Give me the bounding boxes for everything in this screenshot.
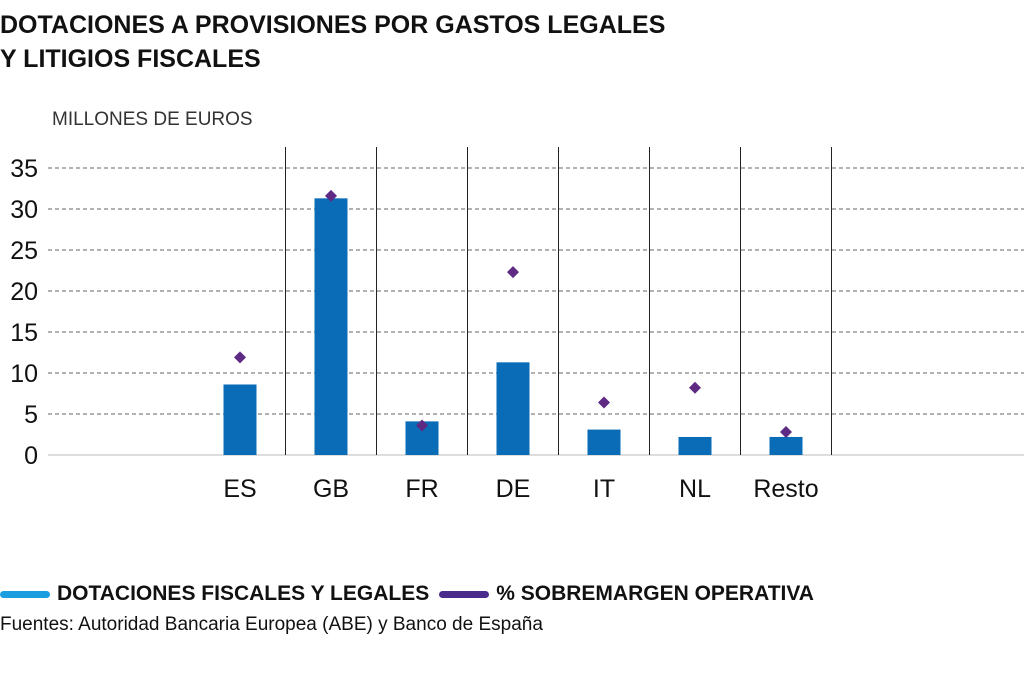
y-tick-label-20: 20: [10, 278, 38, 306]
bar-IT: [587, 429, 621, 455]
bar-GB: [314, 198, 348, 455]
x-tick-label-Resto: Resto: [753, 475, 818, 503]
x-tick-label-DE: DE: [496, 475, 531, 503]
chart-title-line-1: DOTACIONES A PROVISIONES POR GASTOS LEGA…: [0, 11, 666, 39]
bar-DE: [496, 362, 530, 455]
marker-ES: [234, 351, 246, 364]
x-tick-label-ES: ES: [223, 475, 256, 503]
legend-label-dotaciones: DOTACIONES FISCALES Y LEGALES: [57, 582, 430, 605]
marker-DE: [507, 266, 519, 279]
x-tick-label-GB: GB: [313, 475, 349, 503]
marker-Resto: [780, 426, 792, 439]
source-note: Fuentes: Autoridad Bancaria Europea (ABE…: [0, 614, 543, 635]
x-tick-label-NL: NL: [679, 475, 711, 503]
bar-NL: [678, 436, 712, 455]
legend: DOTACIONES FISCALES Y LEGALES % SOBREMAR…: [0, 580, 824, 608]
y-tick-label-35: 35: [10, 155, 38, 183]
marker-IT: [598, 396, 610, 409]
chart-title-line-2: Y LITIGIOS FISCALES: [0, 45, 261, 73]
chart-area: MILLONES DE EUROS 0 5 10 15 20 25 30 35 ES GB FR DE I…: [10, 109, 1024, 503]
y-tick-label-5: 5: [24, 401, 38, 429]
bar-ES: [223, 384, 257, 455]
marker-NL: [689, 381, 701, 394]
y-tick-label-15: 15: [10, 319, 38, 347]
y-tick-label-10: 10: [10, 360, 38, 388]
chart-title: DOTACIONES A PROVISIONES POR GASTOS LEGA…: [0, 8, 900, 76]
legend-label-sobremargen: % SOBREMARGEN OPERATIVA: [496, 582, 814, 605]
legend-item-dotaciones: DOTACIONES FISCALES Y LEGALES: [0, 582, 429, 606]
y-tick-label-0: 0: [24, 442, 38, 470]
marker-GB: [325, 189, 337, 202]
y-tick-label-25: 25: [10, 237, 38, 265]
marker-FR: [416, 419, 428, 432]
x-tick-label-FR: FR: [405, 475, 438, 503]
legend-swatch-sobremargen: [439, 590, 490, 598]
legend-swatch-dotaciones: [0, 590, 50, 598]
legend-item-sobremargen: % SOBREMARGEN OPERATIVA: [439, 582, 814, 606]
y-tick-label-30: 30: [10, 196, 38, 224]
bar-Resto: [769, 436, 803, 455]
y-axis-label: MILLONES DE EUROS: [52, 109, 253, 130]
x-tick-label-IT: IT: [593, 475, 615, 503]
